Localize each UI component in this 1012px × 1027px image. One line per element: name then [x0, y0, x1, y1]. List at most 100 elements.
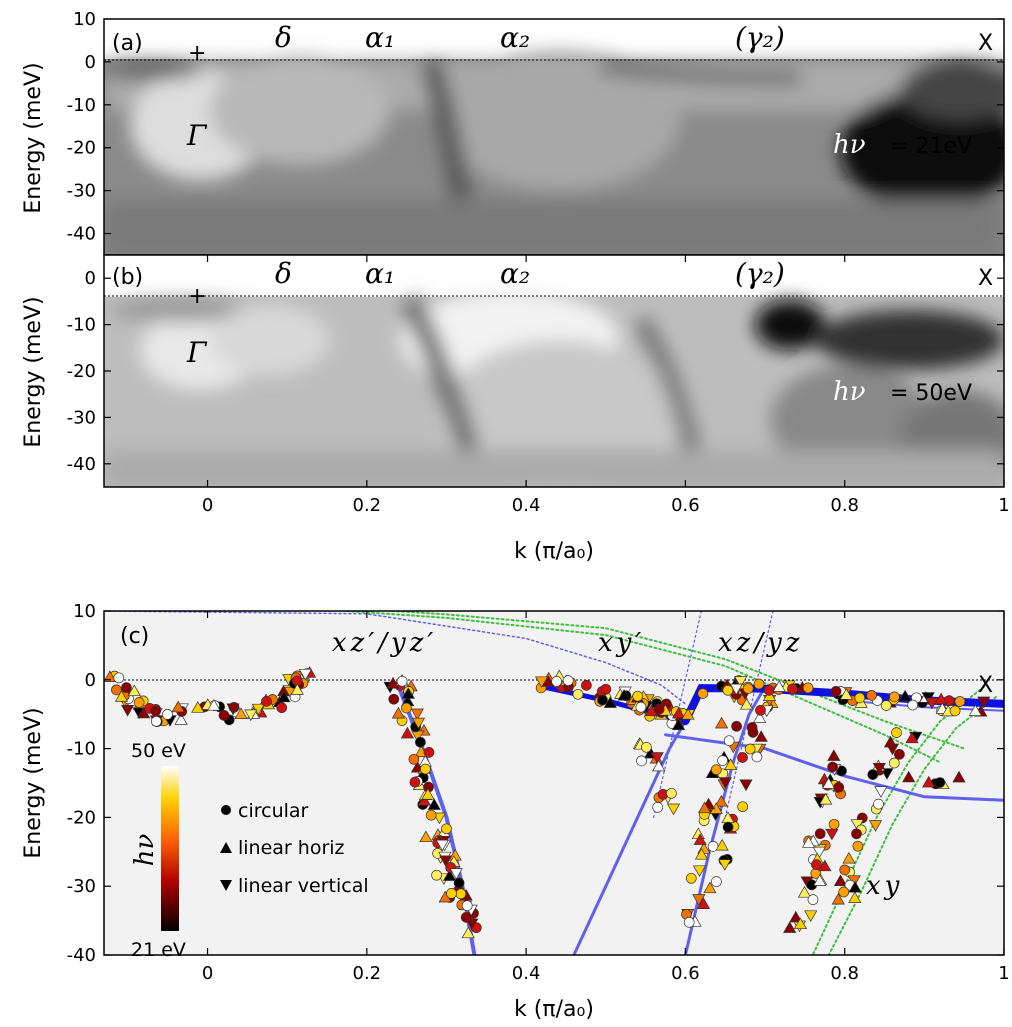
x-tick-label: 0.4 [512, 963, 541, 984]
marker-linear-vertical [804, 910, 818, 923]
colorbar-gradient [161, 766, 179, 931]
marker-circular [641, 741, 652, 753]
marker-circular [888, 757, 900, 769]
marker-linear-horiz [693, 833, 707, 845]
marker-circular [711, 876, 722, 887]
marker-circular [401, 702, 412, 714]
photon-energy-value-a: = 21eV [890, 134, 972, 159]
marker-linear-horiz [400, 726, 415, 739]
x-point-label: X [978, 266, 993, 291]
y-tick-label: 0 [85, 268, 96, 289]
marker-circular [562, 675, 574, 686]
marker-circular [150, 715, 162, 727]
x-tick-label: 1 [998, 963, 1009, 984]
model-band-green-upper [332, 611, 942, 764]
y-tick-label: 0 [85, 670, 96, 691]
marker-linear-horiz [391, 706, 406, 719]
panel-a: 10 0 -10 -20 -30 -40 (a) δ α₁ α₂ (γ₂) + Γ X h… [21, 9, 1005, 256]
legend-linear-horiz: linear horiz [238, 837, 345, 859]
marker-circular [697, 688, 709, 699]
marker-linear-horiz [681, 707, 695, 720]
marker-circular [460, 912, 472, 923]
marker-linear-horiz [898, 689, 912, 702]
y-tick-label: -30 [67, 181, 96, 202]
marker-circular [425, 809, 437, 821]
marker-circular [851, 828, 862, 840]
marker-circular [111, 684, 122, 696]
marker-linear-horiz [174, 713, 188, 725]
marker-linear-vertical [449, 868, 463, 880]
y-tick-label: -20 [67, 361, 96, 382]
colorbar-label: hν [130, 834, 160, 867]
marker-circular [894, 748, 905, 760]
marker-linear-vertical [439, 855, 453, 868]
x-tick-label: 0.6 [671, 495, 700, 516]
marker-circular [261, 696, 272, 707]
marker-linear-horiz [813, 874, 827, 886]
marker-linear-vertical [666, 803, 681, 816]
marker-circular [133, 697, 145, 708]
legend-triangle-up-marker [220, 842, 232, 853]
y-tick-label: -20 [67, 138, 96, 159]
colorbar-min-label: 21 eV [131, 939, 186, 961]
marker-circular [827, 761, 838, 773]
marker-linear-horiz [793, 917, 808, 930]
band-label-alpha2: α₂ [500, 257, 530, 290]
marker-circular [807, 894, 819, 905]
marker-linear-horiz [427, 798, 441, 810]
marker-circular [551, 676, 562, 687]
marker-circular [685, 872, 697, 884]
marker-linear-horiz [714, 716, 729, 729]
gamma-point-cross: + [188, 41, 206, 66]
marker-circular [722, 684, 734, 696]
marker-linear-horiz [739, 697, 754, 710]
marker-linear-horiz [104, 670, 117, 682]
marker-circular [415, 736, 426, 748]
photon-energy-symbol-b: hν [833, 377, 866, 407]
legend-triangle-down-marker [220, 880, 232, 891]
panel-c-x-axis-label: k (π/a₀) [514, 997, 594, 1022]
panel-b-x-axis-label: k (π/a₀) [514, 539, 594, 564]
marker-circular [737, 801, 749, 813]
marker-circular [388, 693, 400, 705]
marker-linear-horiz [652, 759, 666, 772]
marker-linear-vertical [868, 820, 883, 832]
marker-circular [814, 828, 826, 840]
marker-linear-horiz [934, 692, 948, 705]
band-label-gamma2: (γ₂) [735, 21, 785, 54]
marker-circular [446, 888, 457, 899]
marker-circular [723, 735, 735, 747]
marker-circular [710, 764, 722, 776]
marker-linear-vertical [226, 703, 240, 716]
panel-c-y-ticks: 10 0 -10 -20 -30 -40 [67, 601, 1004, 966]
marker-circular [121, 682, 132, 693]
marker-linear-horiz [697, 801, 712, 814]
x-tick-label: 1 [998, 495, 1009, 516]
panel-c: 10 0 -10 -20 -30 -40 0 0.2 0.4 0.6 0.8 1 (c) xz′/y… [21, 601, 1010, 1022]
marker-linear-horiz [801, 836, 816, 848]
legend-linear-vertical: linear vertical [238, 875, 369, 897]
marker-circular [833, 781, 845, 793]
marker-linear-vertical [120, 705, 135, 717]
marker-linear-horiz [783, 921, 797, 933]
y-tick-label: 10 [73, 601, 96, 622]
marker-linear-horiz [277, 690, 291, 703]
marker-linear-vertical [692, 865, 707, 878]
y-tick-label: -40 [67, 454, 96, 475]
marker-circular [866, 690, 877, 701]
marker-linear-horiz [818, 859, 832, 872]
band-label-delta: δ [275, 21, 292, 54]
panel-b: 0 -10 -20 -30 -40 0 0.2 0.4 0.6 0.8 1 (b) δ α₁ α₂… [21, 254, 1010, 564]
model-band-xy-prime-dotted [104, 611, 687, 705]
model-band-xz-yz [683, 685, 767, 955]
marker-circular [431, 869, 442, 881]
x-tick-label: 0.2 [353, 495, 382, 516]
panel-b-label: (b) [112, 265, 143, 290]
panel-a-y-axis-label: Energy (meV) [21, 62, 46, 213]
marker-linear-horiz [207, 698, 221, 711]
orbital-label-xy: xy [866, 871, 903, 901]
marker-circular [880, 700, 892, 711]
panel-b-x-ticks: 0 0.2 0.4 0.6 0.8 1 [202, 255, 1010, 516]
marker-circular [461, 900, 473, 912]
marker-circular [717, 755, 728, 766]
